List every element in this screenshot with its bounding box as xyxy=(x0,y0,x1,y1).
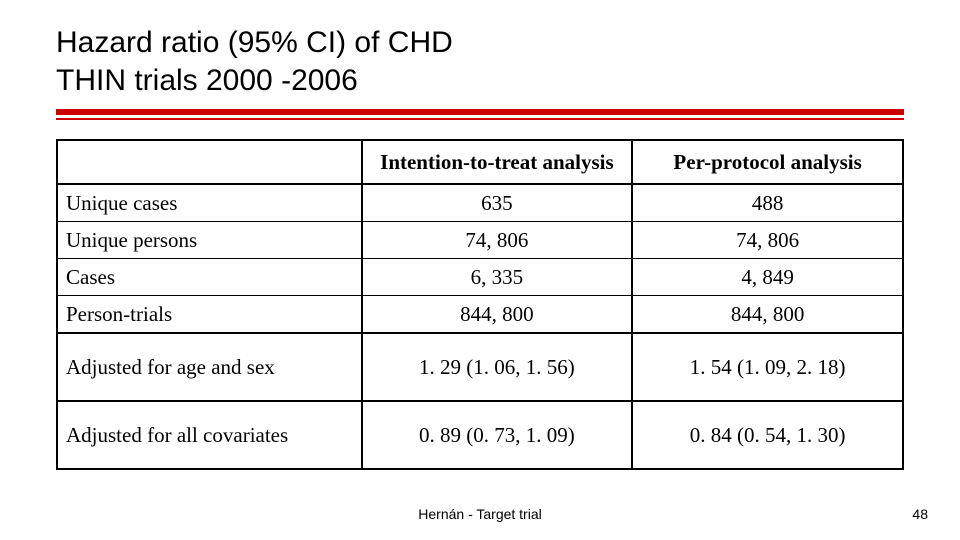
cell-pp: 0. 84 (0. 54, 1. 30) xyxy=(632,401,903,469)
slide: Hazard ratio (95% CI) of CHD THIN trials… xyxy=(0,0,960,540)
table-header-row: Intention-to-treat analysis Per-protocol… xyxy=(57,140,903,184)
cell-itt: 0. 89 (0. 73, 1. 09) xyxy=(362,401,633,469)
row-label: Unique persons xyxy=(57,222,362,259)
row-label: Cases xyxy=(57,259,362,296)
row-label: Person-trials xyxy=(57,296,362,334)
table-row: Unique cases 635 488 xyxy=(57,184,903,222)
cell-itt: 635 xyxy=(362,184,633,222)
header-pp: Per-protocol analysis xyxy=(632,140,903,184)
header-blank xyxy=(57,140,362,184)
cell-pp: 4, 849 xyxy=(632,259,903,296)
page-number: 48 xyxy=(912,506,928,522)
table-row: Adjusted for age and sex 1. 29 (1. 06, 1… xyxy=(57,333,903,401)
row-label: Adjusted for age and sex xyxy=(57,333,362,401)
cell-itt: 6, 335 xyxy=(362,259,633,296)
cell-pp: 74, 806 xyxy=(632,222,903,259)
table-row: Cases 6, 335 4, 849 xyxy=(57,259,903,296)
footer-author: Hernán - Target trial xyxy=(418,506,541,522)
table-row: Person-trials 844, 800 844, 800 xyxy=(57,296,903,334)
cell-pp: 844, 800 xyxy=(632,296,903,334)
cell-pp: 1. 54 (1. 09, 2. 18) xyxy=(632,333,903,401)
row-label: Adjusted for all covariates xyxy=(57,401,362,469)
cell-pp: 488 xyxy=(632,184,903,222)
title-underline xyxy=(56,109,904,121)
title-line-2: THIN trials 2000 -2006 xyxy=(56,64,358,97)
cell-itt: 844, 800 xyxy=(362,296,633,334)
title-line-1: Hazard ratio (95% CI) of CHD xyxy=(56,26,453,59)
table-row: Adjusted for all covariates 0. 89 (0. 73… xyxy=(57,401,903,469)
table-row: Unique persons 74, 806 74, 806 xyxy=(57,222,903,259)
hazard-ratio-table: Intention-to-treat analysis Per-protocol… xyxy=(56,139,904,470)
cell-itt: 1. 29 (1. 06, 1. 56) xyxy=(362,333,633,401)
cell-itt: 74, 806 xyxy=(362,222,633,259)
row-label: Unique cases xyxy=(57,184,362,222)
slide-title: Hazard ratio (95% CI) of CHD THIN trials… xyxy=(56,24,904,99)
header-itt: Intention-to-treat analysis xyxy=(362,140,633,184)
